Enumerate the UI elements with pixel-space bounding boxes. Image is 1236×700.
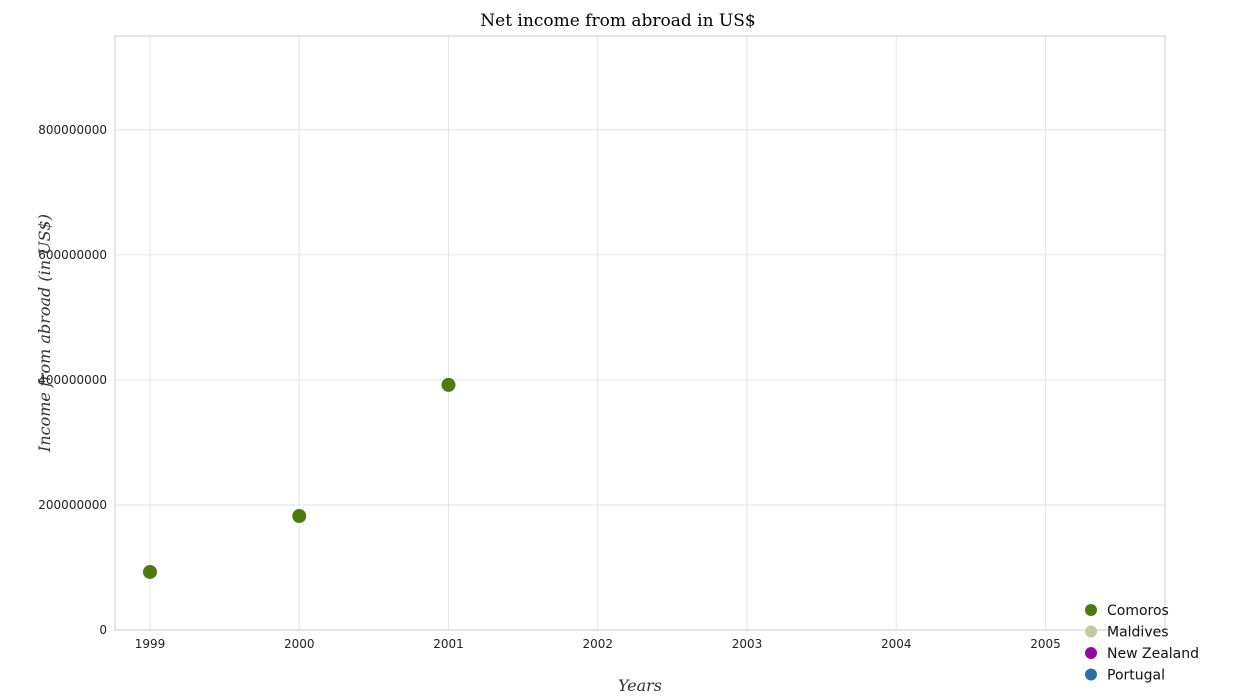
x-tick-label: 2000 bbox=[284, 637, 315, 651]
x-axis-ticks: 1999 2000 2001 2002 2003 2004 2005 bbox=[135, 637, 1061, 651]
data-point bbox=[441, 377, 456, 392]
grid bbox=[115, 36, 1165, 631]
x-tick-label: 2005 bbox=[1030, 637, 1061, 651]
legend-label: Maldives bbox=[1107, 625, 1169, 641]
y-tick-label: 600000000 bbox=[38, 248, 107, 262]
x-tick-label: 2003 bbox=[732, 637, 763, 651]
legend-label: Comoros bbox=[1107, 603, 1169, 619]
legend-label: Portugal bbox=[1107, 668, 1165, 684]
chart-title: Net income from abroad in US$ bbox=[480, 11, 755, 31]
legend-marker bbox=[1085, 668, 1097, 681]
data-point bbox=[292, 509, 307, 524]
x-axis-title: Years bbox=[618, 676, 662, 695]
x-tick-label: 2002 bbox=[582, 637, 613, 651]
y-tick-label: 800000000 bbox=[38, 123, 107, 137]
legend: Comoros Maldives New Zealand Portugal bbox=[1085, 603, 1199, 684]
legend-marker bbox=[1085, 604, 1097, 616]
plot-frame bbox=[114, 35, 1166, 631]
x-tick-label: 2004 bbox=[881, 637, 912, 651]
y-tick-label: 400000000 bbox=[38, 373, 107, 387]
x-tick-label: 1999 bbox=[135, 637, 166, 651]
legend-label: New Zealand bbox=[1107, 646, 1199, 662]
y-axis-ticks: 0 200000000 400000000 600000000 800000000 bbox=[38, 123, 107, 637]
legend-marker bbox=[1085, 625, 1097, 638]
data-point bbox=[143, 564, 157, 579]
x-tick-label: 2001 bbox=[433, 637, 464, 651]
y-axis-title: Income from abroad (in US$) bbox=[35, 214, 54, 453]
y-tick-label: 200000000 bbox=[38, 498, 107, 512]
data-points bbox=[143, 377, 456, 579]
y-tick-label: 0 bbox=[99, 623, 107, 637]
legend-marker bbox=[1085, 647, 1097, 659]
